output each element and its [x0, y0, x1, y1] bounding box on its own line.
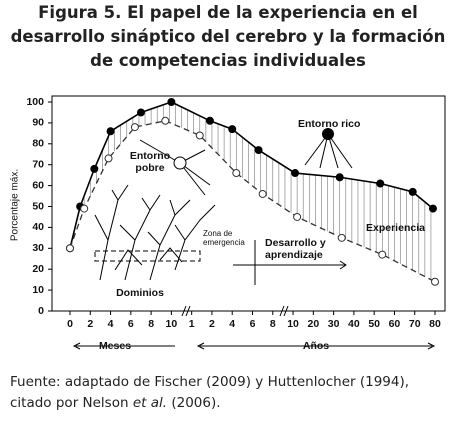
x-tick-label: 2 — [209, 318, 215, 330]
x-tick-label: 50 — [368, 318, 380, 330]
point — [130, 123, 139, 132]
arrows — [72, 133, 436, 350]
point — [80, 204, 89, 213]
point — [293, 212, 302, 221]
annotation: Entorno rico — [298, 118, 360, 130]
source-text: (2006). — [167, 395, 221, 411]
y-tick-label: 40 — [32, 221, 44, 233]
x-tick-label: 40 — [348, 318, 360, 330]
x-tick-label: 8 — [270, 318, 276, 330]
point — [291, 169, 300, 178]
point — [232, 169, 241, 178]
point — [136, 108, 145, 117]
point — [378, 250, 387, 259]
annotation: aprendizaje — [265, 249, 323, 261]
annotation: Dominios — [116, 287, 164, 299]
source-text: et al. — [132, 395, 168, 411]
x-tick-label: 60 — [389, 318, 401, 330]
rico-marker-large — [322, 128, 334, 140]
y-tick-label: 100 — [26, 96, 44, 108]
point — [337, 233, 346, 242]
point — [195, 131, 204, 140]
x-tick-label: 10 — [166, 318, 178, 330]
chart-title: Figura 5. El papel de la experiencia en … — [10, 3, 446, 70]
y-tick-label: 10 — [32, 284, 44, 296]
x-tick-label: 10 — [287, 318, 299, 330]
point — [408, 187, 417, 196]
annotation: pobre — [135, 162, 164, 174]
x-tick-label: 6 — [128, 318, 134, 330]
y-tick-label: 60 — [32, 179, 44, 191]
dendrites — [94, 184, 216, 281]
emergence-zone — [94, 250, 201, 262]
axis-break — [181, 305, 289, 317]
x-tick-label: 30 — [328, 318, 340, 330]
point — [104, 154, 113, 163]
chart: Entorno rico Entorno pobre Zona de emerg… — [10, 95, 446, 352]
annotation: emergencia — [203, 238, 245, 247]
point — [205, 116, 214, 125]
x-tick-label: 6 — [250, 318, 256, 330]
series-line — [69, 120, 436, 283]
annotation: Desarrollo y — [265, 237, 326, 249]
point — [167, 98, 176, 106]
y-tick-label: 30 — [32, 242, 44, 254]
point — [428, 204, 437, 213]
x-tick-label: 0 — [67, 318, 73, 330]
plot-frame — [51, 95, 446, 312]
y-tick-label: 90 — [32, 117, 44, 129]
point — [254, 146, 263, 155]
x-tick-label: 70 — [409, 318, 421, 330]
annotation: Experiencia — [366, 222, 425, 234]
point — [161, 116, 170, 125]
point — [228, 125, 237, 134]
x-tick-label: 2 — [87, 318, 93, 330]
y-tick-label: 80 — [32, 138, 44, 150]
x-tick-label: 1 — [189, 318, 195, 330]
pobre-marker-large — [173, 156, 187, 170]
point — [431, 277, 439, 286]
series-line — [69, 101, 434, 249]
point — [106, 127, 115, 136]
y-axis-label: Porcentaje máx. — [10, 169, 21, 241]
x-tick-label: 80 — [429, 318, 441, 330]
point — [335, 173, 344, 182]
point — [90, 164, 99, 173]
point — [258, 189, 267, 198]
y-tick-label: 50 — [32, 200, 44, 212]
source-note: Fuente: adaptado de Fischer (2009) y Hut… — [10, 372, 450, 414]
x-tick-label: 4 — [108, 318, 114, 330]
point — [376, 179, 385, 188]
x-tick-label: 8 — [148, 318, 154, 330]
x-tick-label: 20 — [307, 318, 319, 330]
x-group-label: Años — [303, 340, 329, 352]
source-text: Fuente: adaptado de Fischer (2009) y Hut… — [10, 374, 410, 411]
annotation: Zona de — [203, 229, 233, 238]
y-tick-label: 0 — [38, 305, 44, 317]
x-group-label: Meses — [99, 340, 131, 352]
point — [66, 244, 74, 253]
x-tick-label: 4 — [229, 318, 235, 330]
y-tick-label: 70 — [32, 158, 44, 170]
y-tick-label: 20 — [32, 263, 44, 275]
annotation: Entorno — [130, 150, 170, 162]
